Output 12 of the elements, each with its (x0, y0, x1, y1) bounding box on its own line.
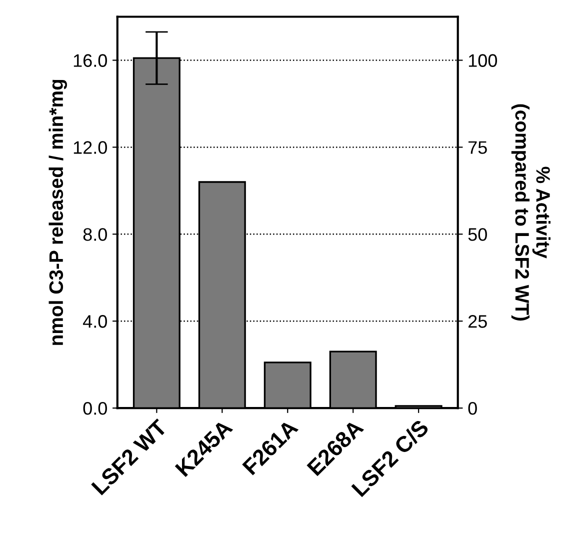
y-tick-label: 16.0 (74, 54, 107, 67)
y-tick-label: 8.0 (83, 228, 107, 241)
y-tick-label: 12.0 (74, 141, 107, 154)
y2-tick-label: 50 (468, 228, 487, 241)
y2-axis-title: % Activity (compared to LSF2 WT) (511, 104, 550, 321)
y2-tick-label: 25 (468, 315, 487, 328)
y2-tick-label: 75 (468, 141, 487, 154)
y-axis-title: nmol C3-P released / min*mg (48, 80, 67, 345)
y2-tick-label: 100 (468, 54, 497, 67)
y2-tick-label: 0 (468, 402, 477, 415)
y-tick-label: 0.0 (83, 402, 107, 415)
y-tick-label: 4.0 (82, 315, 107, 328)
